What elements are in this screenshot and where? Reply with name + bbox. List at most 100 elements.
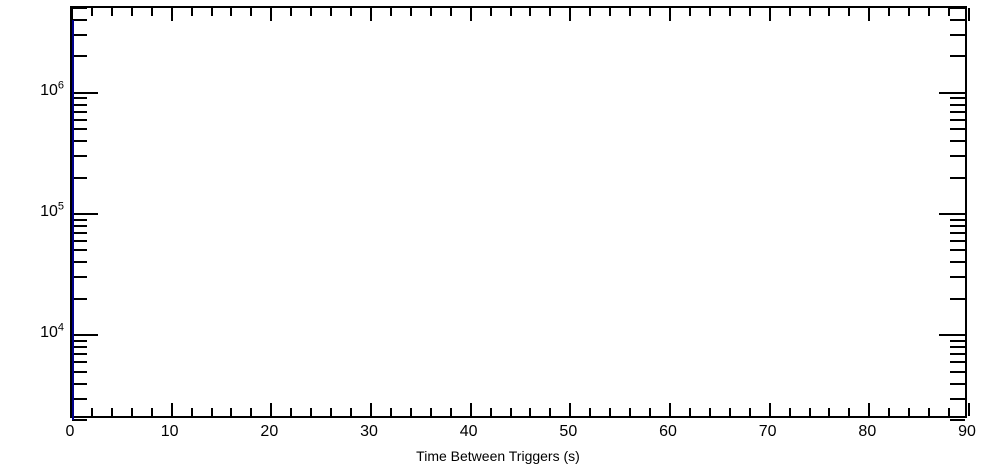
x-axis-minor-tick-top <box>888 8 891 16</box>
y-axis-minor-tick-right <box>950 261 965 264</box>
x-axis-minor-tick-top <box>429 8 432 16</box>
y-axis-minor-tick-right <box>950 97 965 100</box>
y-axis-minor-tick-right <box>950 297 965 300</box>
x-axis-minor-tick-top <box>629 8 632 16</box>
x-axis-title: Time Between Triggers (s) <box>416 448 580 464</box>
y-axis-minor-tick-right <box>950 176 965 179</box>
y-axis-minor-tick-right <box>950 353 965 356</box>
y-axis-minor-tick <box>72 155 87 158</box>
x-axis-minor-tick-top <box>788 8 791 16</box>
y-axis-minor-tick <box>72 346 87 348</box>
x-axis-minor-tick <box>609 408 612 416</box>
y-tick-exponent: 6 <box>57 79 64 92</box>
x-axis-minor-tick-top <box>190 8 193 16</box>
y-axis-minor-tick-right <box>950 155 965 158</box>
x-axis-tick-label: 20 <box>260 423 279 440</box>
x-axis-minor-tick <box>509 408 512 416</box>
y-axis-minor-tick-right <box>950 18 965 21</box>
x-axis-major-tick-top <box>170 8 173 21</box>
y-axis-minor-tick <box>72 128 87 131</box>
x-axis-minor-tick <box>429 408 432 416</box>
y-axis-minor-tick-right <box>950 382 965 385</box>
y-axis-minor-tick-right <box>950 128 965 131</box>
x-axis-tick-label: 30 <box>360 423 378 440</box>
x-axis-major-tick <box>370 403 372 416</box>
y-axis-minor-tick <box>72 361 87 364</box>
x-axis-major-tick-top <box>270 8 273 21</box>
x-axis-minor-tick <box>529 408 532 416</box>
x-axis-minor-tick <box>788 408 791 416</box>
x-axis-minor-tick-top <box>250 8 253 16</box>
x-axis-minor-tick <box>888 408 891 416</box>
x-axis-minor-tick-top <box>449 8 452 16</box>
x-axis-minor-tick-top <box>409 8 412 16</box>
y-axis-major-tick <box>72 334 98 337</box>
y-axis-minor-tick <box>72 33 87 36</box>
y-axis-minor-tick <box>72 55 87 58</box>
x-axis-minor-tick-top <box>110 8 113 16</box>
x-axis-major-tick-top <box>768 8 771 21</box>
y-axis-minor-tick <box>72 140 87 142</box>
x-axis-tick-label: 0 <box>65 423 75 440</box>
y-axis-minor-tick <box>72 397 87 400</box>
x-axis-minor-tick <box>828 408 831 416</box>
x-axis-tick-label: 60 <box>659 423 677 440</box>
x-axis-major-tick-top <box>968 8 970 21</box>
y-axis-minor-tick <box>72 231 87 234</box>
y-axis-minor-tick <box>72 276 87 279</box>
x-axis-minor-tick-top <box>529 8 532 16</box>
x-axis-minor-tick <box>449 408 452 416</box>
x-axis-major-tick-top <box>669 8 671 21</box>
y-axis-minor-tick <box>72 419 87 421</box>
x-axis-minor-tick-top <box>589 8 592 16</box>
x-axis-major-tick-top <box>370 8 372 21</box>
x-axis-tick-label: 10 <box>160 423 179 440</box>
y-axis-minor-tick-right <box>950 118 965 121</box>
y-axis-minor-tick-right <box>950 419 965 421</box>
x-axis-tick-label: 80 <box>858 423 877 440</box>
x-axis-minor-tick-top <box>828 8 831 16</box>
x-axis-major-tick-top <box>71 8 73 21</box>
y-axis-minor-tick-right <box>950 239 965 242</box>
x-axis-major-tick <box>71 403 73 416</box>
y-axis-minor-tick <box>72 218 87 221</box>
x-axis-labels: 0 10 20 30 40 50 60 70 80 90 <box>0 424 996 446</box>
x-axis-minor-tick <box>130 408 133 416</box>
plot-frame <box>70 6 970 421</box>
y-axis-minor-tick-right <box>950 370 965 373</box>
y-axis-minor-tick-right <box>950 7 965 9</box>
y-axis-minor-tick-right <box>950 224 965 227</box>
x-axis-minor-tick <box>928 408 931 416</box>
x-axis-minor-tick-top <box>350 8 353 16</box>
x-axis-minor-tick <box>290 408 293 416</box>
y-axis-minor-tick-right <box>950 339 965 342</box>
x-axis-minor-tick <box>330 408 333 416</box>
x-axis-minor-tick-top <box>330 8 333 16</box>
x-axis-minor-tick-top <box>210 8 213 16</box>
y-tick-exponent: 5 <box>57 200 64 213</box>
x-axis-minor-tick-top <box>150 8 153 16</box>
y-axis-minor-tick <box>72 353 87 356</box>
x-axis-major-tick <box>768 403 771 416</box>
x-axis-major-tick <box>270 403 273 416</box>
y-axis-minor-tick <box>72 224 87 227</box>
x-axis-minor-tick-top <box>609 8 612 16</box>
x-axis-minor-tick <box>708 408 711 416</box>
y-axis-minor-tick-right <box>950 397 965 400</box>
y-axis-minor-tick <box>72 370 87 373</box>
x-axis-minor-tick <box>350 408 353 416</box>
y-axis-minor-tick-right <box>950 140 965 142</box>
x-axis-minor-tick-top <box>130 8 133 16</box>
x-axis-minor-tick-top <box>310 8 313 16</box>
x-axis-minor-tick-top <box>389 8 392 16</box>
x-axis-minor-tick <box>808 408 811 416</box>
x-axis-minor-tick <box>190 408 193 416</box>
x-axis-major-tick <box>170 403 173 416</box>
x-axis-minor-tick <box>688 408 691 416</box>
y-axis-minor-tick <box>72 18 87 21</box>
x-axis-minor-tick-top <box>90 8 93 16</box>
x-axis-minor-tick <box>589 408 592 416</box>
x-axis-minor-tick <box>748 408 751 416</box>
y-axis-minor-tick-right <box>950 103 965 106</box>
x-axis-minor-tick-top <box>649 8 652 16</box>
